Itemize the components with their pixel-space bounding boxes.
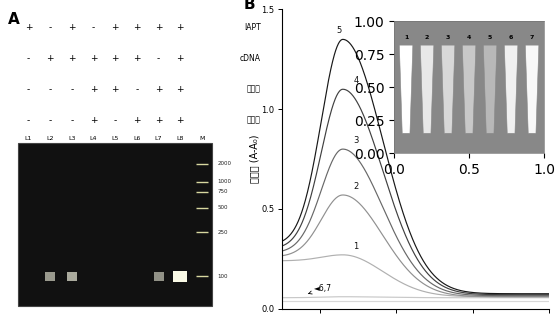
Text: L8: L8 [176,136,184,141]
Text: +: + [90,85,97,94]
Text: L7: L7 [155,136,163,141]
Text: +: + [112,85,119,94]
Bar [154,272,164,281]
Text: +: + [47,54,54,63]
Text: +: + [112,23,119,32]
Text: -: - [92,23,95,32]
Text: L4: L4 [90,136,97,141]
Text: ◄6,7: ◄6,7 [308,284,332,294]
Text: 750: 750 [218,189,228,194]
Text: -: - [114,116,117,125]
Text: -: - [70,85,73,94]
Text: 5: 5 [337,26,342,35]
Text: -: - [27,85,30,94]
Text: +: + [25,23,32,32]
Bar [67,272,77,281]
Text: IAPT: IAPT [244,23,261,32]
Bar [45,272,56,281]
Bar [18,143,212,306]
Text: L1: L1 [25,136,32,141]
Text: +: + [68,23,75,32]
Text: L2: L2 [47,136,54,141]
Text: L6: L6 [133,136,140,141]
Text: -: - [49,116,52,125]
Text: +: + [133,54,140,63]
Text: -: - [70,116,73,125]
Text: 2000: 2000 [218,161,231,166]
Text: 切割酶: 切割酶 [247,116,261,125]
Text: 4: 4 [354,76,359,85]
Text: 1000: 1000 [218,179,231,184]
Text: 250: 250 [218,230,228,235]
Text: +: + [68,54,75,63]
Text: -: - [157,54,160,63]
Text: +: + [112,54,119,63]
Text: -: - [27,116,30,125]
Text: +: + [155,23,163,32]
Text: -: - [27,54,30,63]
Text: 聚合酶: 聚合酶 [247,85,261,94]
Text: 1: 1 [354,242,359,251]
Text: +: + [90,54,97,63]
Text: +: + [155,116,163,125]
Y-axis label: 吸光值 (A-A₀): 吸光值 (A-A₀) [249,135,259,183]
Bar [173,271,188,282]
Text: +: + [176,54,184,63]
Text: cDNA: cDNA [240,54,261,63]
Text: -: - [49,23,52,32]
Text: B: B [244,0,256,13]
Text: M: M [199,136,205,141]
Text: A: A [8,12,20,27]
Text: 3: 3 [354,136,359,145]
Text: +: + [133,116,140,125]
Text: 100: 100 [218,274,228,279]
Text: -: - [135,85,139,94]
Text: +: + [90,116,97,125]
Text: 500: 500 [218,205,228,210]
Text: +: + [155,85,163,94]
Text: +: + [176,116,184,125]
Text: L3: L3 [68,136,75,141]
Text: 2: 2 [354,182,359,191]
Text: +: + [176,23,184,32]
Text: -: - [49,85,52,94]
Text: +: + [133,23,140,32]
Text: +: + [176,85,184,94]
Text: L5: L5 [112,136,119,141]
